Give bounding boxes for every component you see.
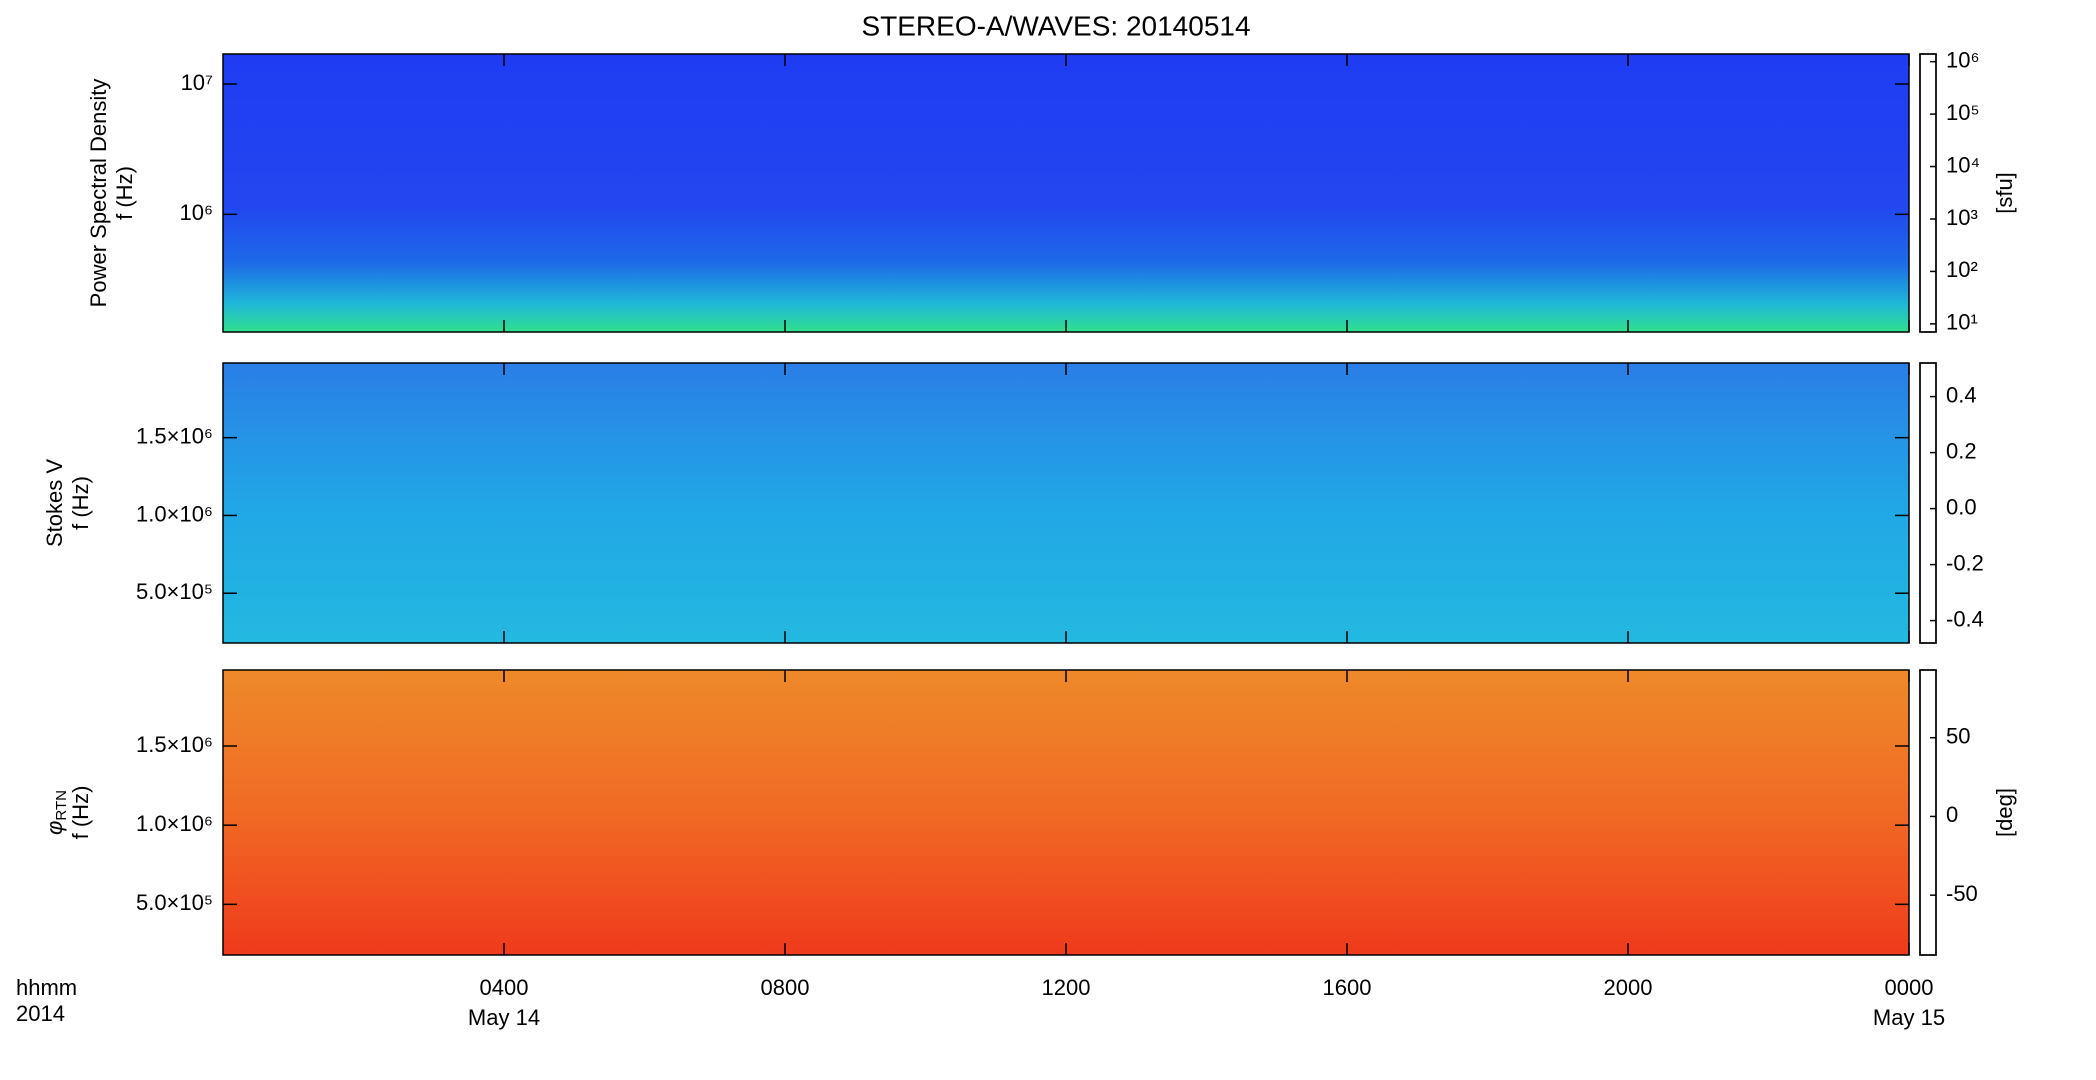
y-axis-label: Power Spectral Density f (Hz) xyxy=(86,79,137,308)
y-tick-label: 5.0×10⁵ xyxy=(136,579,213,604)
colorbar-tick-label: 10¹ xyxy=(1946,310,1978,335)
y-axis-label-symbol: φRTN xyxy=(42,790,70,835)
colorbar-tick-label: -0.4 xyxy=(1946,606,1984,631)
label-symbol: φ xyxy=(42,821,67,835)
y-tick-label: 10⁷ xyxy=(181,70,213,95)
y-tick-label: 1.0×10⁶ xyxy=(136,811,213,836)
colorbar xyxy=(1919,362,1937,644)
colorbar-frame xyxy=(1919,53,1937,333)
x-year-label: 2014 xyxy=(16,1001,65,1026)
colorbar-label: [sfu] xyxy=(1992,172,2017,214)
colorbar-label-group: [deg] xyxy=(1992,788,2017,837)
y-axis-label-line: Power Spectral Density xyxy=(86,79,111,308)
x-date-label: May 14 xyxy=(468,1005,540,1030)
colorbar-tick-label: 0 xyxy=(1946,802,1958,827)
x-date-label: May 15 xyxy=(1873,1005,1945,1030)
colorbar-tick-label: 50 xyxy=(1946,724,1970,749)
heatmap-image xyxy=(223,54,1909,332)
chart-title: STEREO-A/WAVES: 20140514 xyxy=(861,10,1250,41)
colorbar-frame xyxy=(1919,669,1937,956)
heatmap-image xyxy=(223,363,1909,643)
y-tick-label: 1.0×10⁶ xyxy=(136,501,213,526)
label-subscript: RTN xyxy=(53,790,70,821)
x-tick-label: 2000 xyxy=(1604,975,1653,1000)
colorbar-label: [deg] xyxy=(1992,788,2017,837)
x-tick-label: 0400 xyxy=(480,975,529,1000)
y-tick-label: 1.5×10⁶ xyxy=(136,423,213,448)
colorbar xyxy=(1919,53,1937,333)
colorbar-tick-label: 0.0 xyxy=(1946,494,1977,519)
x-tick-label: 0000 xyxy=(1885,975,1934,1000)
x-tick-label: 1600 xyxy=(1323,975,1372,1000)
colorbar-tick-label: -50 xyxy=(1946,881,1978,906)
colorbar-tick-label: 10⁵ xyxy=(1946,100,1980,125)
x-tick-label: 0800 xyxy=(761,975,810,1000)
y-tick-label: 5.0×10⁵ xyxy=(136,890,213,915)
y-axis-label-line: f (Hz) xyxy=(68,476,93,530)
x-tick-label: 1200 xyxy=(1042,975,1091,1000)
y-axis-label-line: Stokes V xyxy=(42,459,67,547)
colorbar-tick-label: 10⁴ xyxy=(1946,152,1980,177)
colorbar-tick-label: 10³ xyxy=(1946,205,1978,230)
x-unit-label: hhmm xyxy=(16,975,77,1000)
y-tick-label: 10⁶ xyxy=(179,200,213,225)
heatmap-image xyxy=(223,670,1909,955)
colorbar-tick-label: -0.2 xyxy=(1946,550,1984,575)
colorbar-label-group: [sfu] xyxy=(1992,172,2017,214)
colorbar-tick-label: 0.2 xyxy=(1946,438,1977,463)
colorbar-tick-label: 0.4 xyxy=(1946,382,1977,407)
y-tick-label: 1.5×10⁶ xyxy=(136,732,213,757)
colorbar-tick-label: 10² xyxy=(1946,257,1978,282)
y-axis-label-line: f (Hz) xyxy=(68,786,93,840)
colorbar-frame xyxy=(1919,362,1937,644)
colorbar-tick-label: 10⁶ xyxy=(1946,47,1980,72)
y-axis-label-line: f (Hz) xyxy=(112,166,137,220)
colorbar xyxy=(1919,669,1937,956)
